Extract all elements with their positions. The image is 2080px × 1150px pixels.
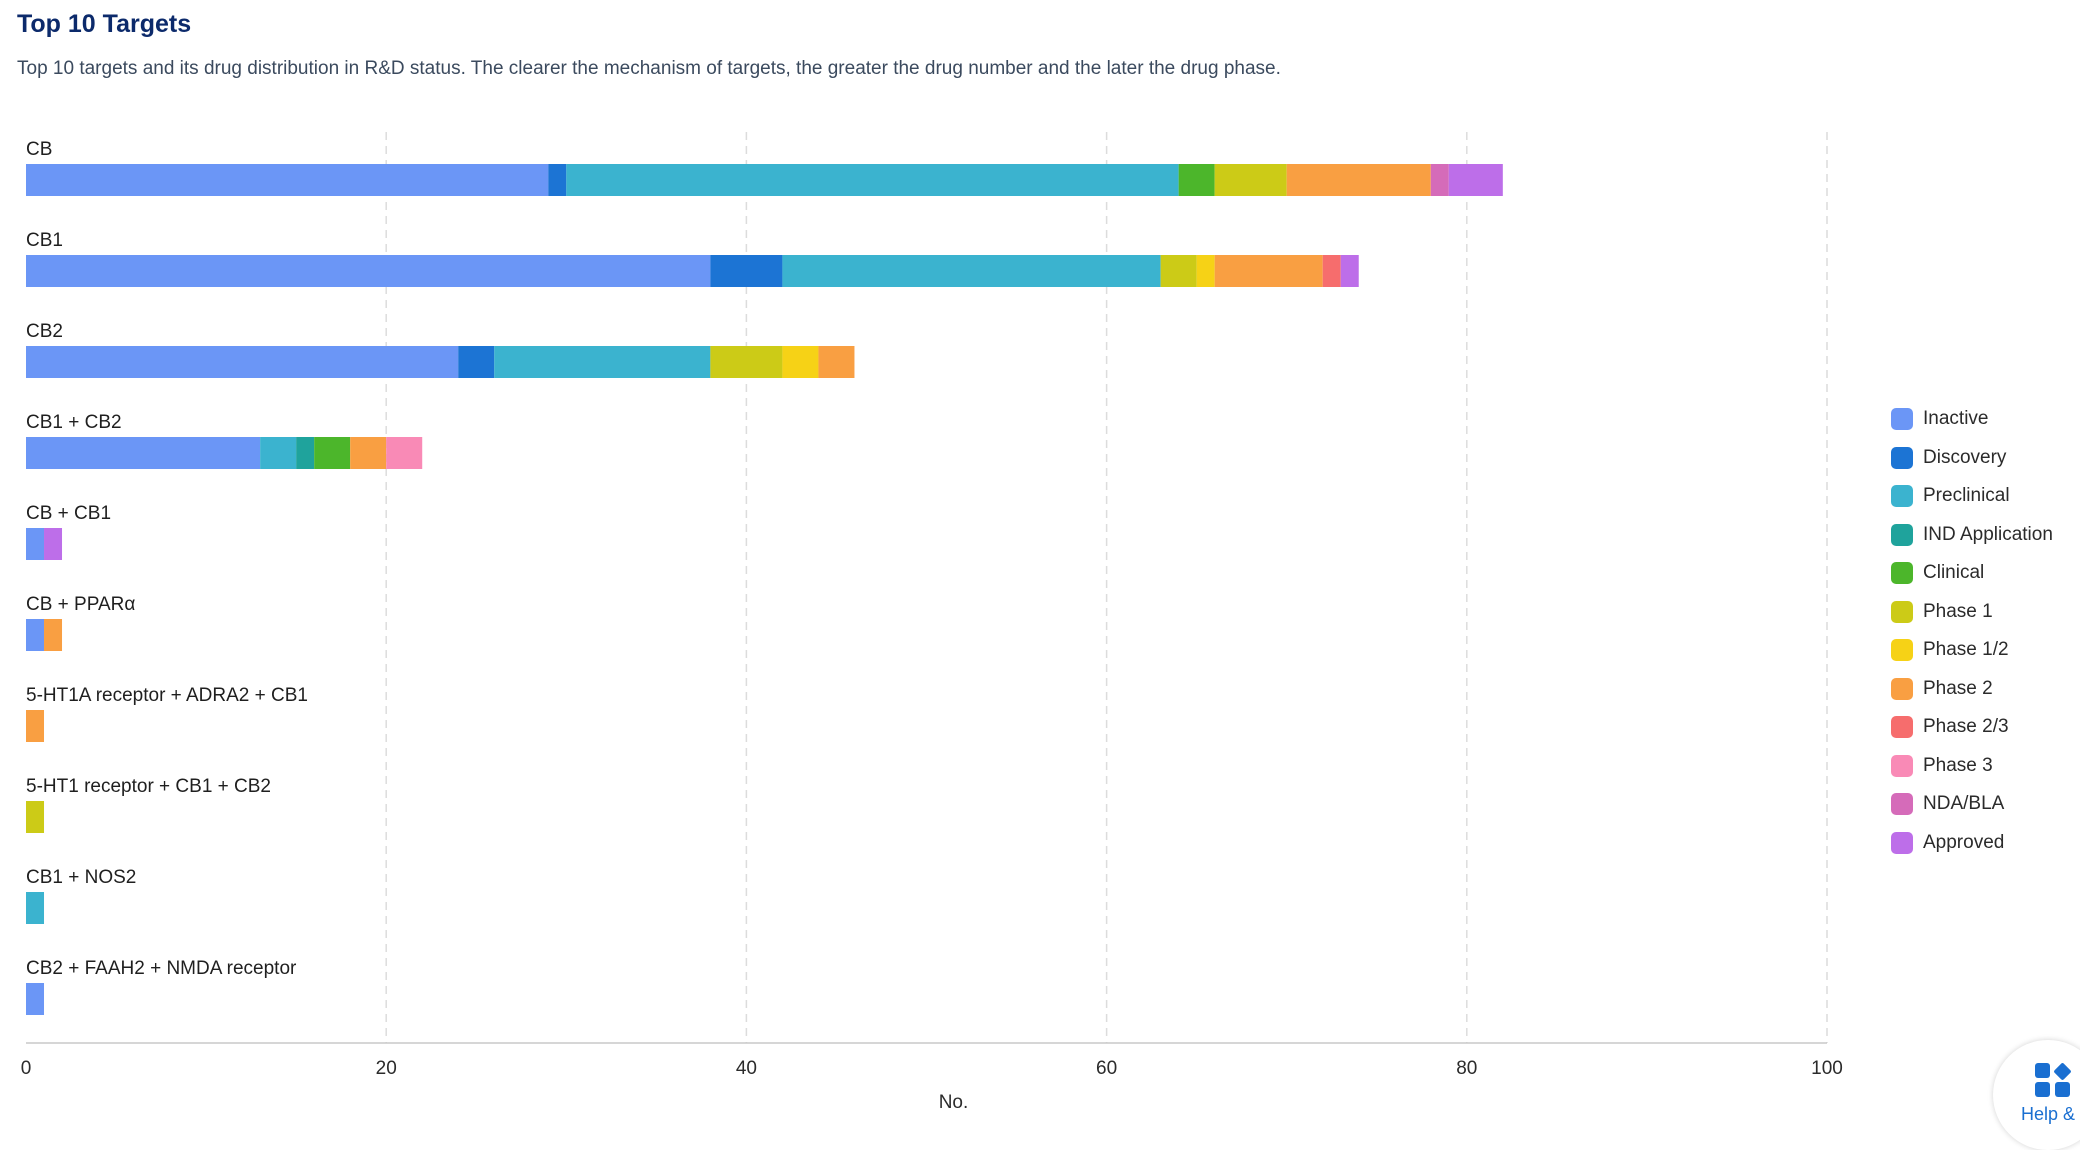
legend-item[interactable]: Inactive: [1891, 400, 2053, 439]
bar-segment: [44, 528, 62, 560]
legend-swatch: [1891, 755, 1913, 777]
bar-segment: [818, 346, 854, 378]
bar-segment: [1431, 164, 1449, 196]
legend-item[interactable]: Phase 1: [1891, 593, 2053, 632]
legend-item[interactable]: Phase 2: [1891, 670, 2053, 709]
legend-label: Phase 2: [1923, 678, 1993, 700]
bar-segment: [44, 619, 62, 651]
help-grid-icon: [2033, 1059, 2073, 1099]
legend-item[interactable]: Phase 1/2: [1891, 631, 2053, 670]
category-label: 5-HT1A receptor + ADRA2 + CB1: [26, 685, 308, 706]
legend-item[interactable]: Phase 3: [1891, 747, 2053, 786]
legend-label: Phase 1/2: [1923, 639, 2009, 661]
bar-segment: [26, 801, 44, 833]
bar-segment: [1449, 164, 1503, 196]
x-tick-label: 0: [21, 1058, 32, 1079]
legend-label: IND Application: [1923, 524, 2053, 546]
category-label: CB1 + CB2: [26, 412, 122, 433]
x-tick-label: 20: [376, 1058, 397, 1079]
bar-segment: [566, 164, 1178, 196]
bar-segment: [26, 255, 710, 287]
bar-segment: [1287, 164, 1431, 196]
legend-label: Clinical: [1923, 562, 1984, 584]
bar-segment: [350, 437, 386, 469]
bar-segment: [1215, 164, 1287, 196]
x-axis-title: No.: [939, 1092, 969, 1113]
bar-segment: [548, 164, 566, 196]
bar-segment: [26, 619, 44, 651]
bar-segment: [1215, 255, 1323, 287]
legend-item[interactable]: IND Application: [1891, 516, 2053, 555]
legend-swatch: [1891, 639, 1913, 661]
bar-segment: [386, 437, 422, 469]
legend-swatch: [1891, 601, 1913, 623]
bar-segment: [494, 346, 710, 378]
category-label: 5-HT1 receptor + CB1 + CB2: [26, 776, 271, 797]
bar-segment: [26, 164, 548, 196]
bar-segment: [26, 983, 44, 1015]
bar-segment: [782, 346, 818, 378]
legend-swatch: [1891, 447, 1913, 469]
legend-swatch: [1891, 716, 1913, 738]
category-label: CB: [26, 139, 52, 160]
legend-item[interactable]: NDA/BLA: [1891, 785, 2053, 824]
category-label: CB1 + NOS2: [26, 867, 136, 888]
bar-segment: [782, 255, 1160, 287]
legend-item[interactable]: Clinical: [1891, 554, 2053, 593]
x-tick-label: 100: [1811, 1058, 1843, 1079]
bar-segment: [26, 710, 44, 742]
legend-swatch: [1891, 678, 1913, 700]
category-label: CB1: [26, 230, 63, 251]
legend-label: Phase 2/3: [1923, 716, 2009, 738]
legend-label: Phase 3: [1923, 755, 1993, 777]
legend-label: Approved: [1923, 832, 2004, 854]
bar-segment: [458, 346, 494, 378]
chart-legend: Inactive Discovery Preclinical IND Applicat…: [1891, 400, 2053, 862]
legend-label: Phase 1: [1923, 601, 1993, 623]
stacked-bar-chart: 0 20 40 60 80 100 No. CB CB1 CB2 CB1 + CB2 CB + CB1…: [0, 0, 2080, 1114]
bar-segment: [1341, 255, 1359, 287]
legend-label: Inactive: [1923, 408, 1988, 430]
legend-item[interactable]: Preclinical: [1891, 477, 2053, 516]
bar-segment: [26, 892, 44, 924]
legend-swatch: [1891, 793, 1913, 815]
x-tick-label: 60: [1096, 1058, 1117, 1079]
legend-swatch: [1891, 832, 1913, 854]
bar-segment: [296, 437, 314, 469]
bar-segment: [1179, 164, 1215, 196]
category-label: CB + CB1: [26, 503, 111, 524]
x-tick-label: 80: [1456, 1058, 1477, 1079]
category-label: CB + PPARα: [26, 594, 135, 615]
bar-segment: [26, 437, 260, 469]
legend-label: Discovery: [1923, 447, 2006, 469]
bar-segment: [26, 346, 458, 378]
legend-swatch: [1891, 524, 1913, 546]
bar-segment: [1323, 255, 1341, 287]
legend-item[interactable]: Discovery: [1891, 439, 2053, 478]
bar-segment: [1197, 255, 1215, 287]
legend-swatch: [1891, 408, 1913, 430]
bar-segment: [710, 346, 782, 378]
category-label: CB2 + FAAH2 + NMDA receptor: [26, 958, 297, 979]
legend-swatch: [1891, 485, 1913, 507]
bar-segment: [710, 255, 782, 287]
legend-swatch: [1891, 562, 1913, 584]
legend-item[interactable]: Approved: [1891, 824, 2053, 863]
bar-segment: [314, 437, 350, 469]
legend-item[interactable]: Phase 2/3: [1891, 708, 2053, 747]
bar-segment: [1161, 255, 1197, 287]
x-tick-label: 40: [736, 1058, 757, 1079]
help-label: Help &: [2021, 1104, 2075, 1125]
category-label: CB2: [26, 321, 63, 342]
legend-label: Preclinical: [1923, 485, 2010, 507]
bar-segment: [26, 528, 44, 560]
legend-label: NDA/BLA: [1923, 793, 2004, 815]
bar-segment: [260, 437, 296, 469]
